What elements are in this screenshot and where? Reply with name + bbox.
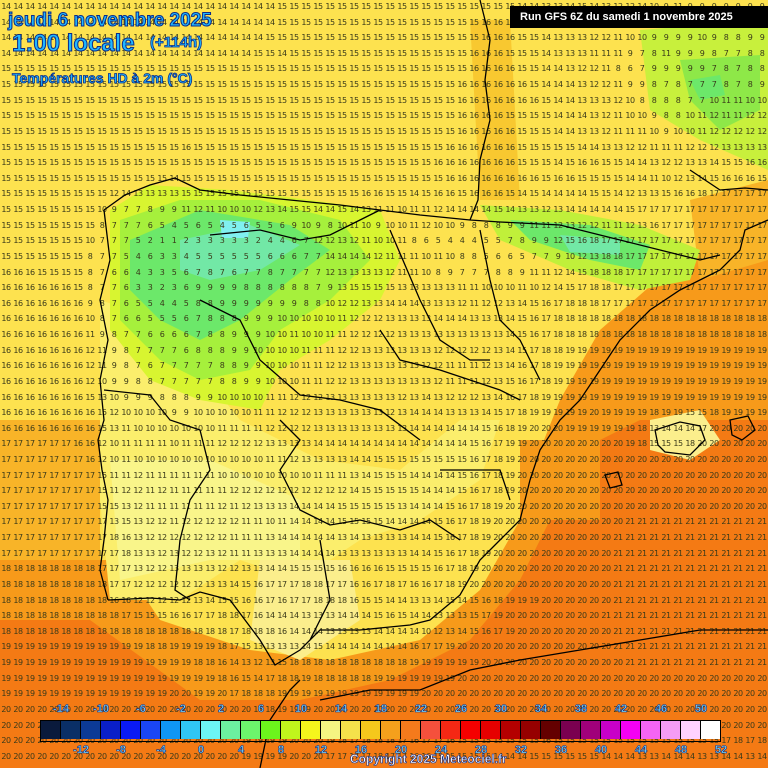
legend-tick-label: 42 xyxy=(614,703,628,716)
legend-tick-label: 26 xyxy=(454,703,468,716)
legend-tick-label: 20 xyxy=(394,744,408,757)
legend-swatch xyxy=(101,721,121,739)
forecast-lead-time: (+114h) xyxy=(150,34,203,52)
variable-title: Températures HD à 2m (°C) xyxy=(12,70,193,87)
legend-swatch xyxy=(341,721,361,739)
legend-swatch xyxy=(41,721,61,739)
legend-tick-label: 14 xyxy=(334,703,348,716)
legend-swatch xyxy=(461,721,481,739)
legend-swatch xyxy=(421,721,441,739)
legend-tick-label: -14 xyxy=(53,703,70,716)
legend-swatch xyxy=(221,721,241,739)
legend-swatch xyxy=(401,721,421,739)
legend-swatch xyxy=(701,721,720,739)
legend-swatch xyxy=(261,721,281,739)
legend-tick-label: 44 xyxy=(634,744,648,757)
legend-tick-label: -10 xyxy=(93,703,110,716)
legend-swatch xyxy=(381,721,401,739)
legend-tick-label: 48 xyxy=(674,744,688,757)
legend-swatch xyxy=(481,721,501,739)
legend-swatch xyxy=(161,721,181,739)
legend-tick-label: 32 xyxy=(514,744,528,757)
legend-tick-label: 0 xyxy=(197,744,205,757)
color-scale-legend xyxy=(40,720,721,742)
legend-swatch xyxy=(621,721,641,739)
legend-tick-label: -6 xyxy=(136,703,146,716)
legend-swatch xyxy=(121,721,141,739)
legend-tick-label: -4 xyxy=(156,744,166,757)
legend-tick-label: 8 xyxy=(277,744,285,757)
legend-tick-label: 2 xyxy=(217,703,225,716)
legend-swatch xyxy=(181,721,201,739)
legend-tick-label: 22 xyxy=(414,703,428,716)
legend-swatch xyxy=(441,721,461,739)
legend-tick-label: 36 xyxy=(554,744,568,757)
legend-swatch xyxy=(501,721,521,739)
legend-tick-label: -12 xyxy=(73,744,90,757)
legend-swatch xyxy=(81,721,101,739)
legend-swatch xyxy=(681,721,701,739)
legend-swatch xyxy=(241,721,261,739)
legend-tick-label: -8 xyxy=(116,744,126,757)
legend-tick-label: 12 xyxy=(314,744,328,757)
legend-swatch xyxy=(321,721,341,739)
legend-swatch xyxy=(661,721,681,739)
legend-tick-label: -2 xyxy=(176,703,186,716)
legend-tick-label: 4 xyxy=(237,744,245,757)
legend-tick-label: 28 xyxy=(474,744,488,757)
legend-tick-label: 18 xyxy=(374,703,388,716)
legend-swatch xyxy=(301,721,321,739)
copyright-text: Copyright 2025 Meteociel.fr xyxy=(350,752,507,767)
legend-swatch xyxy=(521,721,541,739)
legend-swatch xyxy=(361,721,381,739)
legend-swatch xyxy=(281,721,301,739)
legend-tick-label: 24 xyxy=(434,744,448,757)
model-run-label: Run GFS 6Z du samedi 1 novembre 2025 xyxy=(510,6,768,28)
legend-tick-label: 40 xyxy=(594,744,608,757)
legend-tick-label: 6 xyxy=(257,703,265,716)
legend-tick-label: 16 xyxy=(354,744,368,757)
legend-tick-label: 52 xyxy=(714,744,728,757)
legend-tick-label: 50 xyxy=(694,703,708,716)
legend-swatch xyxy=(601,721,621,739)
legend-swatch xyxy=(581,721,601,739)
legend-swatch xyxy=(201,721,221,739)
forecast-time: 1:00 locale xyxy=(12,30,136,58)
legend-swatch xyxy=(641,721,661,739)
legend-swatch xyxy=(61,721,81,739)
legend-swatch xyxy=(141,721,161,739)
legend-tick-label: 30 xyxy=(494,703,508,716)
legend-tick-label: 46 xyxy=(654,703,668,716)
legend-swatch xyxy=(561,721,581,739)
forecast-date: jeudi 6 novembre 2025 xyxy=(8,10,213,32)
legend-swatch xyxy=(541,721,561,739)
legend-tick-label: 38 xyxy=(574,703,588,716)
legend-tick-label: 34 xyxy=(534,703,548,716)
legend-tick-label: 10 xyxy=(294,703,308,716)
